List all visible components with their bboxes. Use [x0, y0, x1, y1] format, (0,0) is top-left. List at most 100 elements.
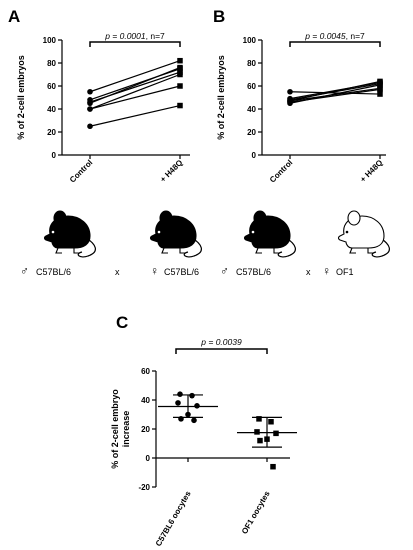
data-point: [189, 392, 195, 399]
data-point-treated: [177, 57, 183, 64]
y-axis-label: % of 2-cell embryoincrease: [110, 389, 131, 469]
data-point-treated: [177, 64, 183, 71]
series-line: [289, 91, 381, 95]
female-strain-label: C57BL/6: [164, 267, 199, 277]
y-tick-label: 80: [47, 59, 56, 68]
chart-panel-a: 0 20 40 60 80 100 Control + H48Q % of 2-cell emb…: [16, 31, 190, 185]
series-line: [289, 88, 381, 103]
data-point: [257, 437, 263, 444]
y-tick-label: 60: [47, 82, 56, 91]
panel-letter-b: B: [213, 7, 225, 26]
series-line: [89, 67, 181, 104]
x-category-label: Control: [268, 158, 294, 184]
mouse-ear: [53, 210, 67, 226]
x-category-label: Control: [68, 158, 94, 184]
mouse-feet: [255, 247, 280, 254]
data-point-treated: [377, 82, 383, 88]
p-value-italic: p = 0.0039: [200, 337, 242, 347]
mouse-illustrations: [43, 210, 390, 258]
mouse-ear: [253, 210, 267, 226]
data-point-control: [287, 99, 293, 105]
data-point-treated: [177, 102, 183, 109]
y-tick-label: 100: [43, 36, 57, 45]
male-strain-label: C57BL/6: [236, 267, 271, 277]
p-value-italic: p = 0.0001: [104, 31, 146, 41]
mouse-ear: [159, 210, 173, 226]
mouse-feet: [349, 247, 374, 254]
y-tick-label: 0: [52, 151, 57, 160]
mouse-feet: [55, 247, 80, 254]
series-line: [89, 85, 181, 110]
mouse-ear: [347, 210, 361, 226]
y-axis-label: % of 2-cell embryos: [216, 55, 226, 140]
y-tick-label: 0: [252, 151, 257, 160]
data-point: [194, 403, 200, 409]
cross-label-right: ♂ C57BL/6 x ♀ OF1: [220, 264, 354, 278]
cross-x-symbol: x: [306, 267, 311, 277]
y-tick-label: 60: [247, 82, 256, 91]
chart-panel-b: 0 20 40 60 80 100 Control + H48Q % of 2-cell emb…: [216, 31, 386, 185]
x-category-label: + H48Q: [158, 158, 184, 184]
p-value-italic: p = 0.0045: [304, 31, 346, 41]
mouse-tail: [371, 237, 390, 258]
mouse-eye: [51, 230, 55, 234]
data-point: [270, 463, 276, 470]
p-value-label: p = 0.0045, n=7: [304, 31, 365, 41]
female-strain-label: OF1: [336, 267, 354, 277]
mouse-eye: [345, 230, 349, 234]
data-point: [254, 429, 260, 435]
y-tick-label: 100: [243, 36, 257, 45]
data-point: [273, 430, 279, 437]
p-value-label: p = 0.0039: [200, 337, 242, 347]
data-point-treated: [177, 71, 183, 78]
p-value-suffix: , n=7: [346, 31, 365, 41]
y-tick-label: 20: [247, 128, 256, 137]
mouse-tail: [77, 237, 96, 258]
male-symbol: ♂: [220, 264, 229, 278]
y-tick-label: 40: [247, 105, 256, 114]
p-value-suffix: , n=7: [146, 31, 165, 41]
p-value-label: p = 0.0001, n=7: [104, 31, 165, 41]
y-tick-label: 40: [47, 105, 56, 114]
data-point-control: [87, 106, 93, 112]
x-category-label: C57BL6 oocytes: [154, 489, 193, 548]
y-tick-label: 20: [47, 128, 56, 137]
data-point: [175, 400, 181, 406]
data-point-treated: [377, 86, 383, 93]
x-category-label: OF1 oocytes: [240, 489, 272, 536]
female-mouse-right: [337, 210, 390, 258]
mouse-body: [243, 215, 291, 249]
y-tick-label: 20: [141, 425, 150, 434]
significance-bracket: [289, 41, 381, 47]
male-strain-label: C57BL/6: [36, 267, 71, 277]
mouse-tail: [277, 237, 296, 258]
data-point-control: [87, 88, 93, 95]
y-tick-label: 0: [146, 454, 151, 463]
series-line: [89, 104, 181, 127]
x-category-label: + H48Q: [358, 158, 384, 184]
series-line: [289, 80, 381, 102]
mouse-body: [337, 215, 385, 249]
series-line: [89, 73, 181, 110]
data-point: [191, 417, 197, 424]
data-point-treated: [177, 83, 183, 89]
significance-bracket: [175, 348, 268, 354]
panel-letter-a: A: [8, 7, 20, 26]
data-point-treated: [377, 78, 383, 85]
female-symbol: ♀: [150, 264, 159, 278]
y-tick-label: 60: [141, 367, 150, 376]
chart-panel-c: -20 0 20 40 60 C57BL6 oocytes OF1 oocytes % of …: [110, 337, 297, 548]
y-axis-label-line: increase: [121, 411, 131, 448]
data-point-treated: [377, 91, 383, 97]
y-tick-label: -20: [138, 483, 150, 492]
data-point-control: [87, 123, 93, 130]
data-point: [185, 411, 191, 418]
y-tick-label: 40: [141, 396, 150, 405]
data-point: [177, 391, 183, 398]
series-line: [89, 60, 181, 93]
data-point: [264, 436, 270, 442]
data-point: [268, 419, 274, 425]
mouse-body: [149, 215, 197, 249]
male-mouse-right: [243, 210, 296, 258]
female-symbol: ♀: [322, 264, 331, 278]
